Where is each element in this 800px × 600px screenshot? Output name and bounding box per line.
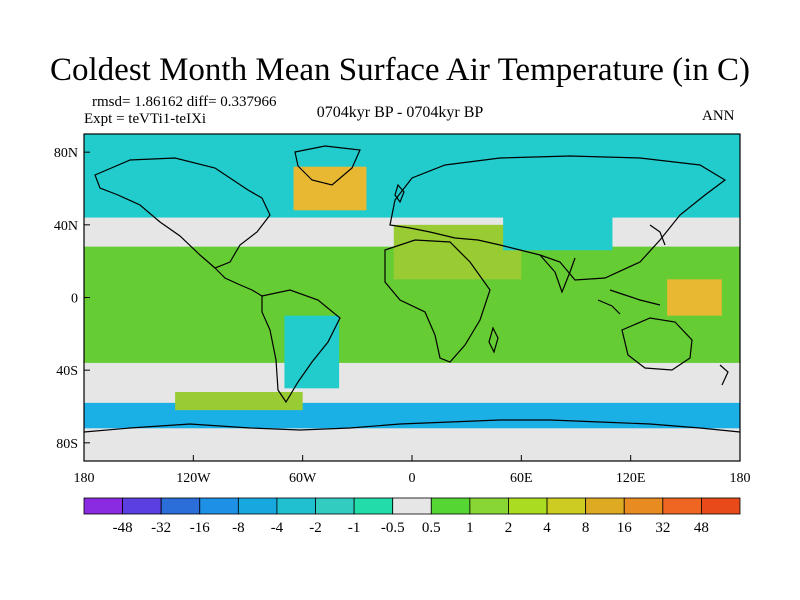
colorbar-swatch — [353, 497, 394, 515]
colorbar-label: -2 — [309, 520, 322, 536]
latitude-axis: 80N 40N 0 40S 80S — [54, 146, 90, 452]
lon-tick-label: 180 — [730, 471, 751, 486]
colorbar-label: 8 — [582, 520, 590, 536]
colorbar-label: -48 — [113, 520, 133, 536]
colorbar-swatch — [430, 497, 471, 515]
colorbar-swatch — [701, 497, 741, 515]
lon-tick-label: 120W — [176, 471, 211, 486]
colorbar-swatch — [237, 497, 278, 515]
colorbar-swatch — [276, 497, 316, 515]
colorbar-label: -4 — [271, 520, 284, 536]
colorbar-label: -8 — [232, 520, 245, 536]
colorbar-swatch — [508, 497, 548, 515]
colorbar-label: 48 — [694, 520, 709, 536]
colorbar-swatch — [83, 497, 123, 515]
colorbar-swatch — [315, 497, 355, 515]
field-region — [393, 224, 522, 280]
chart-title: Coldest Month Mean Surface Air Temperatu… — [50, 52, 750, 88]
colorbar-label: -1 — [348, 520, 361, 536]
colorbar-swatch — [623, 497, 664, 515]
longitude-axis: 180 120W 60W 0 60E 120E 180 — [74, 455, 751, 486]
colorbar: -48 -32 -16 -8 -4 -2 -1 -0.5 0.5 1 2 4 8 16 32 48 — [83, 497, 741, 536]
colorbar-label: 2 — [505, 520, 513, 536]
lat-tick-label: 0 — [71, 292, 78, 307]
lon-tick-label: 180 — [74, 471, 95, 486]
colorbar-label: -0.5 — [381, 520, 405, 536]
lat-tick-label: 40S — [56, 364, 78, 379]
field-region — [503, 213, 613, 251]
temperature-field — [84, 134, 740, 461]
lon-tick-label: 60E — [510, 471, 533, 486]
colorbar-label: 4 — [543, 520, 551, 536]
colorbar-swatch — [160, 497, 201, 515]
field-region — [284, 315, 340, 389]
lat-tick-label: 40N — [54, 219, 78, 234]
colorbar-swatch — [662, 497, 702, 515]
colorbar-swatch — [585, 497, 625, 515]
colorbar-label: -16 — [190, 520, 210, 536]
colorbar-swatch — [392, 497, 432, 515]
colorbar-swatch — [469, 497, 509, 515]
field-region — [84, 134, 740, 218]
colorbar-swatch — [546, 497, 587, 515]
colorbar-label: 32 — [655, 520, 670, 536]
lon-tick-label: 120E — [616, 471, 646, 486]
lon-tick-label: 60W — [289, 471, 317, 486]
experiment-label: Expt = teVTi1-teIXi — [84, 111, 207, 127]
colorbar-label: 16 — [617, 520, 633, 536]
lat-tick-label: 80N — [54, 146, 78, 161]
field-region — [667, 279, 722, 316]
colorbar-swatch — [199, 497, 239, 515]
colorbar-swatch — [122, 497, 162, 515]
field-region — [175, 391, 303, 411]
lon-tick-label: 0 — [409, 471, 416, 486]
coastlines — [84, 145, 740, 433]
period-label: 0704kyr BP - 0704kyr BP — [316, 104, 484, 121]
colorbar-label: -32 — [151, 520, 171, 536]
lat-tick-label: 80S — [56, 437, 78, 452]
season-label: ANN — [702, 108, 735, 124]
stats-text: rmsd= 1.86162 diff= 0.337966 — [92, 94, 277, 110]
colorbar-label: 0.5 — [422, 520, 441, 536]
colorbar-label: 1 — [466, 520, 474, 536]
